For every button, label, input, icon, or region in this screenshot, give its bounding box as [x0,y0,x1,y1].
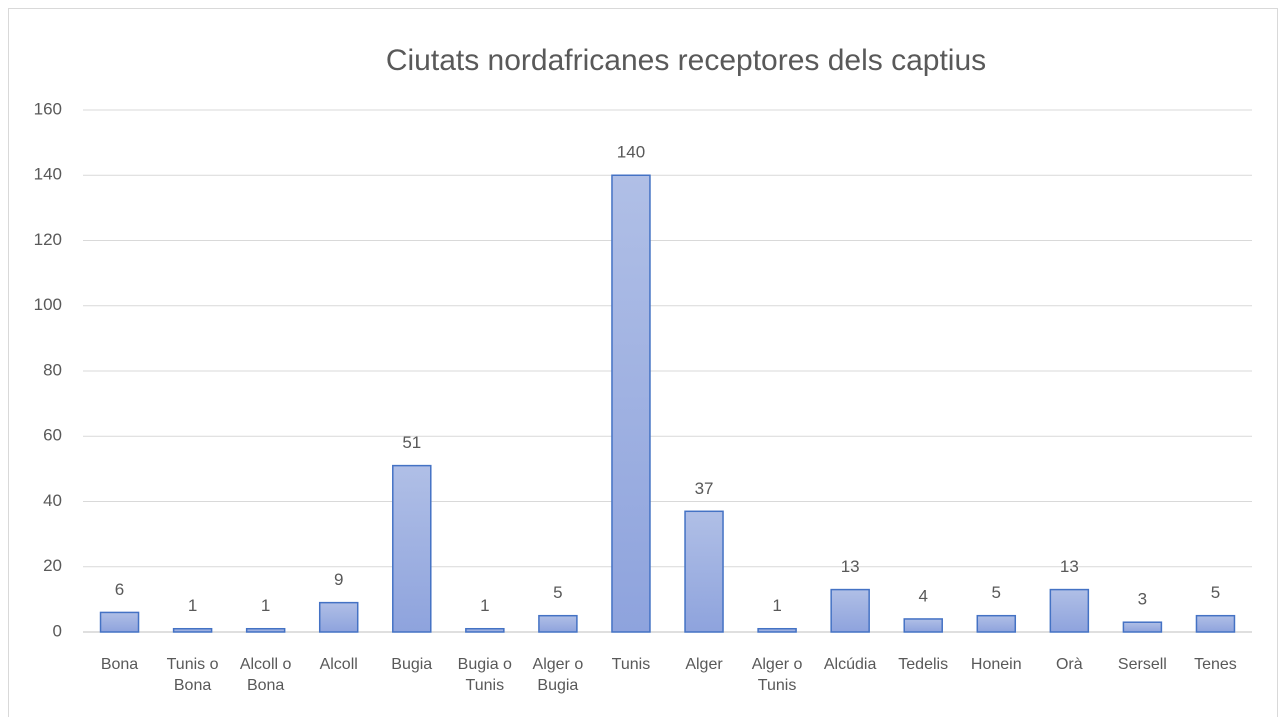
y-tick-label: 40 [43,491,62,510]
data-label: 6 [115,580,124,599]
x-tick-label: Bugia o Tunis [457,656,512,694]
bar [465,627,505,633]
x-tick-label: Alcúdia [823,656,877,673]
x-tick-label: Tedelis [898,656,949,673]
x-tick-label: Sersell [1117,656,1167,673]
bar [611,174,651,633]
bar [976,614,1017,633]
data-label: 37 [695,479,714,498]
y-tick-label: 80 [43,360,62,379]
data-label: 4 [918,586,927,605]
bar [1122,621,1163,633]
data-label: 3 [1138,590,1147,609]
x-tick-label: Alger o Bugia [532,656,584,694]
x-tick-label: Tenes [1194,656,1237,673]
y-tick-label: 120 [34,230,62,249]
x-tick-label: Alcoll [319,656,358,673]
chart-title: Ciutats nordafricanes receptores dels ca… [386,44,986,77]
x-tick-label: Bona [100,656,139,673]
y-tick-label: 60 [43,426,62,445]
data-label: 1 [772,596,781,615]
data-label: 1 [188,596,197,615]
x-tick-label: Tunis o Bona [166,656,219,694]
bar [903,618,943,633]
y-tick-label: 20 [43,556,62,575]
x-tick-label: Alcoll o Bona [239,656,292,694]
bar [1049,588,1090,633]
bar [172,627,213,633]
data-label: 9 [334,570,343,589]
data-label: 1 [261,596,270,615]
y-tick-label: 0 [53,621,62,640]
x-tick-label: Tunis [611,656,651,673]
bar [757,627,797,633]
y-tick-label: 140 [34,165,62,184]
data-label: 5 [992,583,1001,602]
x-tick-label: Bugia [391,656,433,673]
bar [830,588,870,633]
data-label: 51 [402,433,421,452]
data-label: 13 [841,557,860,576]
bar [318,601,359,633]
bar [538,614,578,633]
bar [392,464,432,633]
data-label: 5 [553,583,562,602]
data-label: 1 [480,596,489,615]
bar [1195,614,1236,633]
x-tick-label: Alger [685,656,723,673]
bar [245,627,286,633]
bar [99,611,140,633]
y-tick-label: 100 [34,295,62,314]
x-tick-label: Orà [1055,656,1083,673]
y-tick-label: 160 [34,99,62,118]
data-label: 13 [1060,557,1079,576]
x-tick-label: Alger o Tunis [751,656,803,694]
x-tick-label: Honein [970,656,1022,673]
data-label: 140 [617,143,645,162]
bar [684,510,724,633]
data-label: 5 [1211,583,1220,602]
